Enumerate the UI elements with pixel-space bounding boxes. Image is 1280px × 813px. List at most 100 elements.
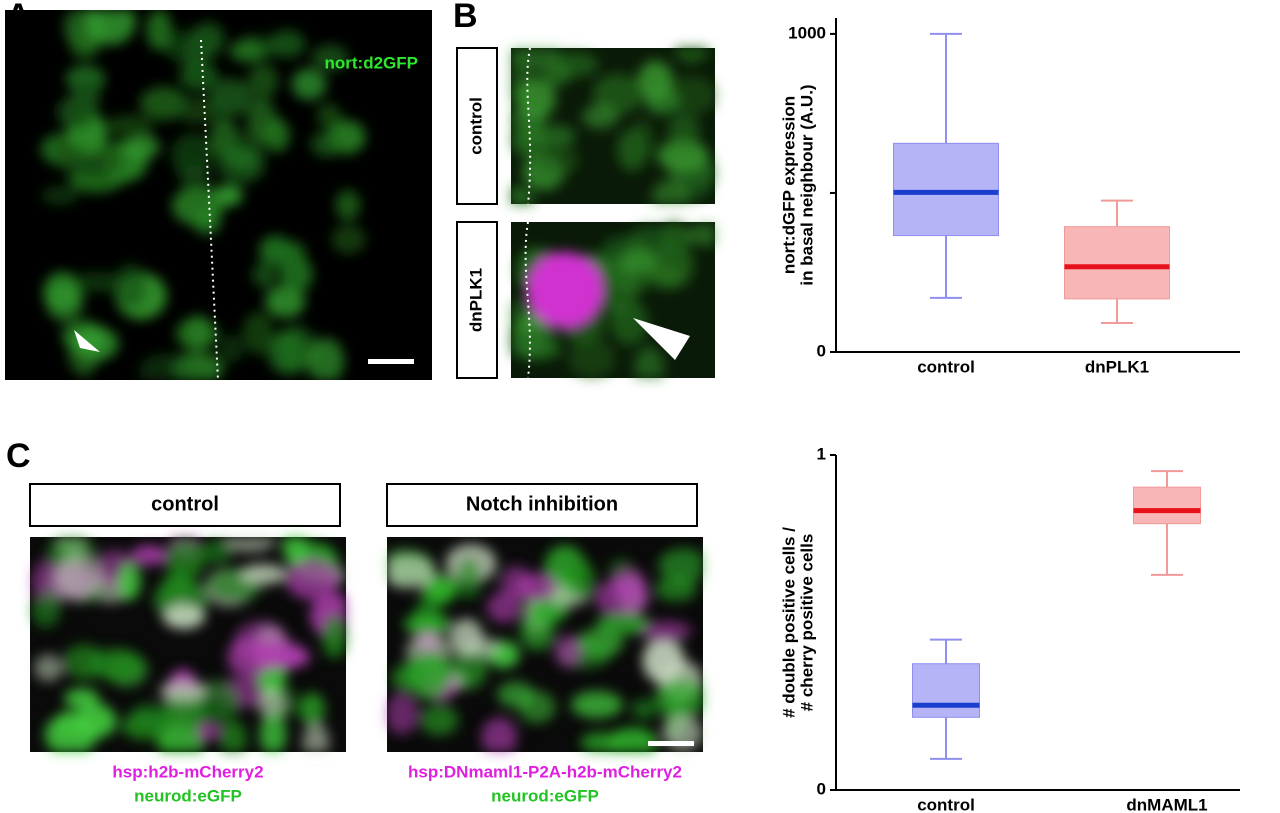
cell <box>159 681 209 702</box>
cell <box>634 346 665 378</box>
cell <box>46 283 84 323</box>
cell <box>552 51 599 77</box>
cell <box>567 560 596 600</box>
y-tick-label: 1 <box>817 444 826 463</box>
y-axis-label: in basal neighbour (A.U.) <box>797 84 816 285</box>
cell-group <box>40 10 366 380</box>
cell <box>580 732 622 752</box>
cell <box>162 603 206 630</box>
cells <box>511 48 715 378</box>
cell <box>80 122 108 154</box>
cells <box>40 10 366 380</box>
cell <box>596 613 650 635</box>
cell <box>171 133 213 179</box>
cell <box>72 271 124 293</box>
cell <box>657 139 710 172</box>
x-tick-label: control <box>917 357 975 376</box>
cell <box>481 717 518 752</box>
cell <box>184 314 212 349</box>
cell <box>239 563 287 585</box>
cell <box>242 311 274 355</box>
cell <box>592 73 643 115</box>
cell <box>311 44 349 71</box>
y-axis-label: # double positive cells / <box>779 527 798 718</box>
box <box>912 663 980 718</box>
label-box <box>456 221 498 379</box>
cell-group <box>387 543 703 752</box>
cell <box>518 690 556 724</box>
cell <box>130 545 169 566</box>
cell <box>164 29 220 65</box>
cell <box>407 653 452 700</box>
cell <box>171 186 225 226</box>
cell <box>618 249 658 275</box>
cell <box>257 688 287 720</box>
cell <box>64 688 100 709</box>
caption: hsp:DNmaml1-P2A-h2b-mCherry2 <box>408 762 682 781</box>
arrowhead <box>74 330 100 352</box>
cell <box>265 285 306 318</box>
cell <box>179 62 219 91</box>
cell <box>571 690 623 719</box>
cell <box>219 720 247 752</box>
cell <box>31 592 61 628</box>
panel-label: B <box>453 0 478 35</box>
cell <box>534 145 579 177</box>
cell <box>610 299 649 346</box>
cell <box>57 94 97 130</box>
cell <box>129 703 170 728</box>
image-title: Notch inhibition <box>466 493 618 515</box>
cell <box>424 574 459 601</box>
cell <box>674 48 709 63</box>
cell <box>34 654 63 682</box>
cell <box>84 10 136 45</box>
cell <box>228 39 266 63</box>
x-tick-label: dnPLK1 <box>1085 357 1149 376</box>
cell <box>387 555 436 589</box>
cell <box>174 96 224 125</box>
cell <box>554 635 583 668</box>
cell <box>146 10 173 51</box>
cell <box>420 704 459 736</box>
cell <box>125 134 160 160</box>
y-tick-label: 0 <box>817 341 826 360</box>
cell <box>278 249 310 290</box>
cell <box>307 338 345 380</box>
cell <box>468 637 501 658</box>
cell <box>511 122 547 158</box>
cell <box>322 614 346 659</box>
label-box <box>456 47 498 205</box>
cell-group <box>511 48 715 204</box>
cells <box>31 537 703 752</box>
cell <box>684 223 715 246</box>
cell <box>253 640 307 668</box>
cell <box>116 561 141 601</box>
cell <box>527 252 603 328</box>
cell <box>514 572 560 601</box>
cell <box>232 130 266 177</box>
cell <box>40 185 80 206</box>
cell-group <box>31 537 346 752</box>
x-tick-label: control <box>917 795 975 813</box>
cell <box>73 326 119 361</box>
cell <box>667 114 700 148</box>
cell <box>282 537 308 567</box>
cell <box>582 104 619 129</box>
y-axis-label: nort:dGFP expression <box>779 96 798 274</box>
cell <box>302 722 330 752</box>
y-axis-label: # cherry positive cells <box>797 534 816 712</box>
cell <box>112 263 147 310</box>
cell <box>594 578 650 617</box>
image-caption: nort:d2GFP <box>325 53 419 72</box>
cell <box>658 548 703 584</box>
panel-label: C <box>6 437 31 475</box>
cell <box>139 353 190 380</box>
cell <box>252 261 277 289</box>
cell <box>75 703 117 739</box>
y-tick-label: 0 <box>817 779 826 798</box>
cell <box>200 539 234 565</box>
cell <box>616 129 648 172</box>
cell <box>218 334 244 364</box>
cell <box>291 68 327 101</box>
